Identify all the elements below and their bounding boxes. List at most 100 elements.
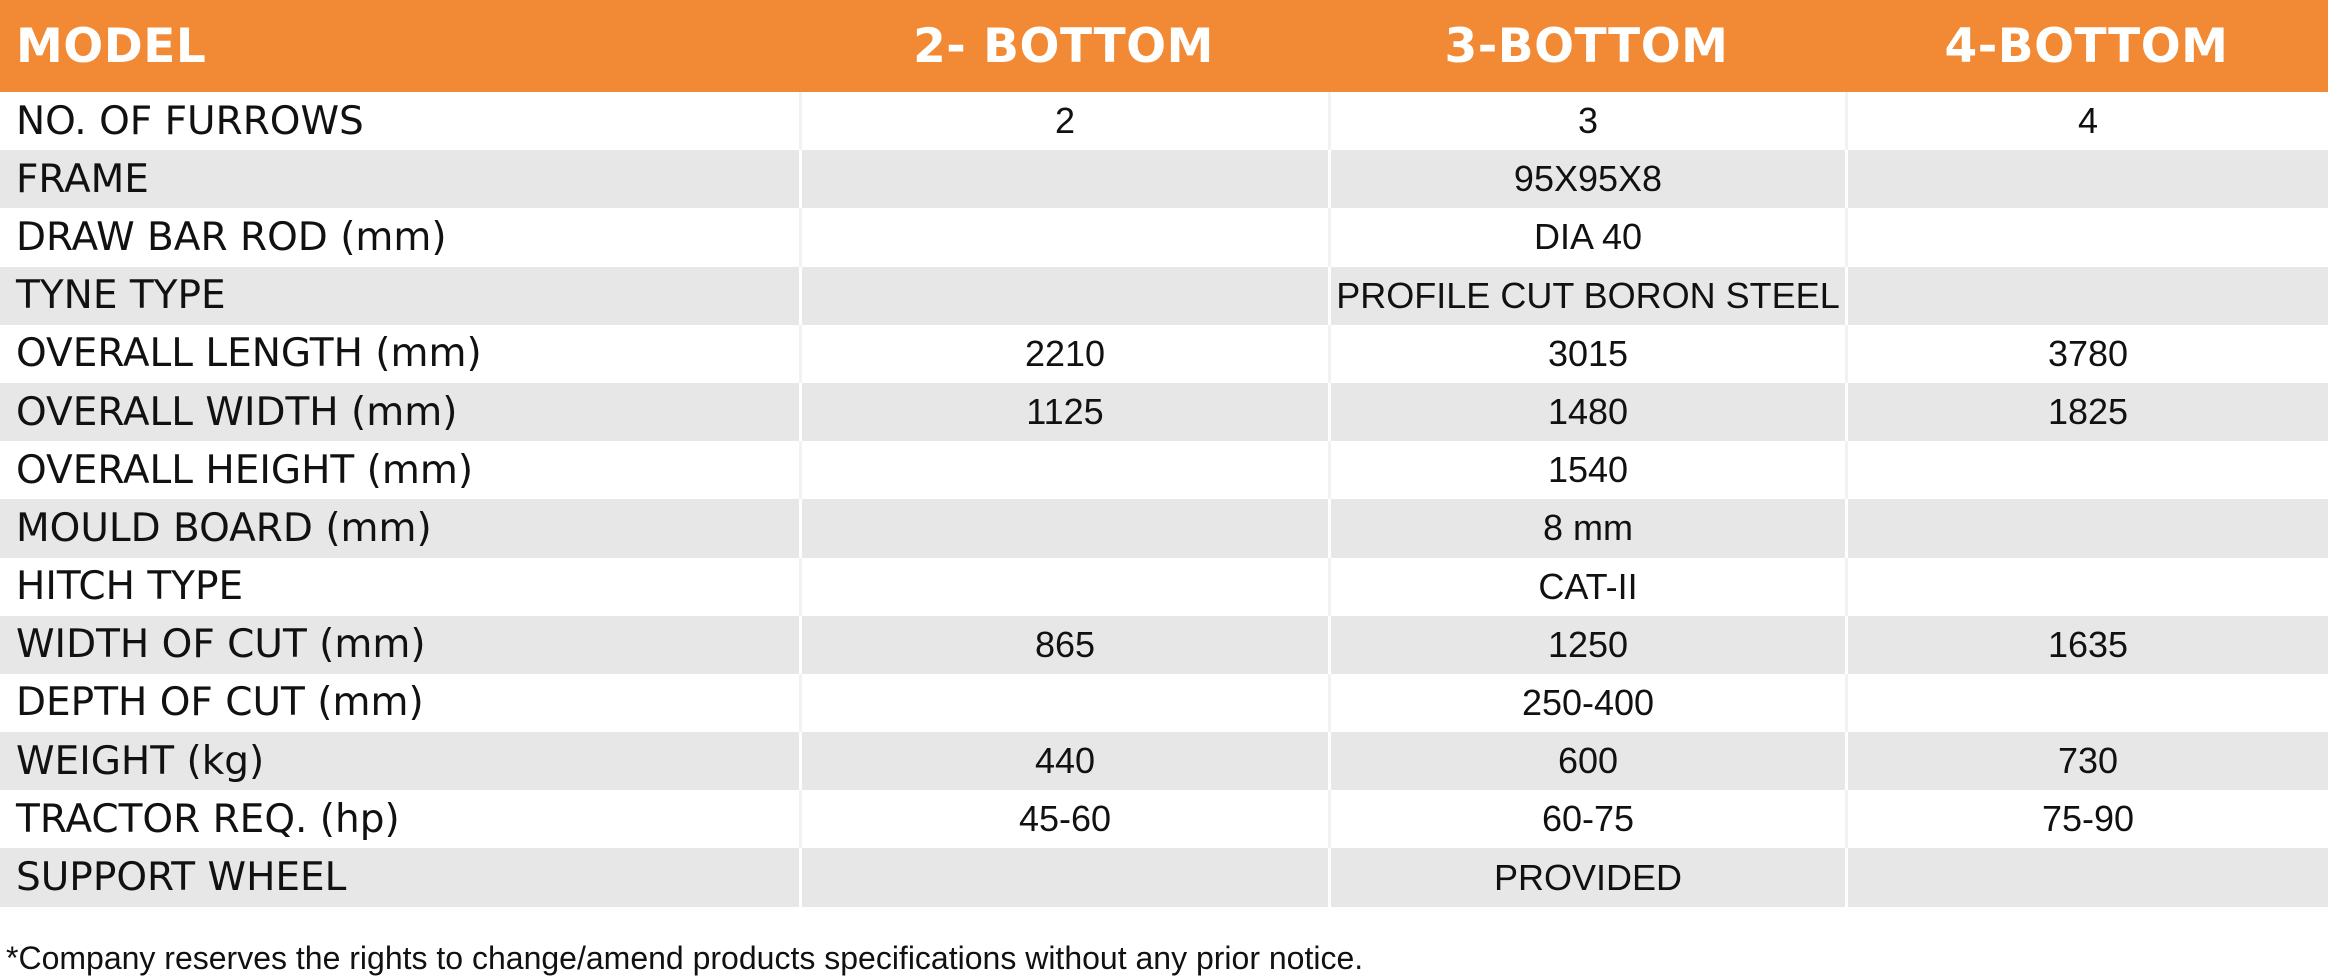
header-model-label: MODEL <box>16 18 207 74</box>
table-row: SUPPORT WHEEL PROVIDED <box>0 848 2328 907</box>
value-3-bottom: 600 <box>1557 740 1619 782</box>
row-label: MOULD BOARD (mm) <box>16 505 432 551</box>
value-4-bottom: 1825 <box>2047 391 2129 433</box>
header-3-bottom-label: 3-BOTTOM <box>1444 18 1729 74</box>
row-label-cell: WEIGHT (kg) <box>0 732 799 790</box>
table-row: DEPTH OF CUT (mm) 250-400 <box>0 673 2328 733</box>
value-cell-3-bottom: 60-75 <box>1328 790 1845 849</box>
row-label: OVERALL HEIGHT (mm) <box>16 447 474 493</box>
row-label: WIDTH OF CUT (mm) <box>16 622 426 668</box>
table-row: WEIGHT (kg) 440 600 730 <box>0 732 2328 791</box>
row-label: NO. OF FURROWS <box>16 98 364 144</box>
header-2-bottom-label: 2- BOTTOM <box>913 18 1214 74</box>
row-label-cell: WIDTH OF CUT (mm) <box>0 616 799 674</box>
value-2-bottom: 865 <box>1034 623 1096 665</box>
value-3-bottom: 3 <box>1577 100 1599 142</box>
header-model: MODEL <box>0 0 799 92</box>
value-4-bottom: 730 <box>2057 740 2119 782</box>
value-3-bottom: 1540 <box>1547 449 1629 491</box>
row-label: WEIGHT (kg) <box>16 738 265 784</box>
value-cell-2-bottom: 2 <box>799 92 1328 151</box>
value-cell-4-bottom <box>1845 441 2328 500</box>
value-2-bottom: 440 <box>1034 740 1096 782</box>
table-row: HITCH TYPE CAT-II <box>0 557 2328 616</box>
row-label-cell: FRAME <box>0 150 799 208</box>
table-row: OVERALL LENGTH (mm) 2210 3015 3780 <box>0 324 2328 383</box>
value-cell-2-bottom <box>799 266 1328 325</box>
row-label-cell: HITCH TYPE <box>0 558 799 616</box>
row-label-cell: SUPPORT WHEEL <box>0 848 799 906</box>
value-cell-2-bottom: 865 <box>799 615 1328 674</box>
value-cell-2-bottom: 45-60 <box>799 790 1328 849</box>
header-2-bottom: 2- BOTTOM <box>799 0 1328 92</box>
value-3-bottom: 1480 <box>1547 391 1629 433</box>
table-row: NO. OF FURROWS 2 3 4 <box>0 92 2328 151</box>
table-row: WIDTH OF CUT (mm) 865 1250 1635 <box>0 615 2328 674</box>
value-3-bottom: 3015 <box>1547 332 1629 374</box>
row-label: DEPTH OF CUT (mm) <box>16 680 424 726</box>
value-3-bottom: PROVIDED <box>1493 856 1683 898</box>
value-2-bottom: 1125 <box>1026 391 1104 433</box>
row-label: SUPPORT WHEEL <box>16 855 347 901</box>
value-2-bottom: 2210 <box>1024 332 1106 374</box>
value-3-bottom: 95X95X8 <box>1513 158 1663 200</box>
value-cell-4-bottom: 4 <box>1845 92 2328 151</box>
table-row: OVERALL WIDTH (mm) 1125 1480 1825 <box>0 382 2328 442</box>
value-4-bottom: 3780 <box>2047 332 2129 374</box>
row-label-cell: TYNE TYPE <box>0 267 799 325</box>
row-label-cell: OVERALL LENGTH (mm) <box>0 325 799 383</box>
table-row: OVERALL HEIGHT (mm) 1540 <box>0 441 2328 500</box>
table-row: DRAW BAR ROD (mm) DIA 40 <box>0 208 2328 267</box>
value-cell-3-bottom: 1540 <box>1328 441 1845 500</box>
value-4-bottom: 75-90 <box>2041 798 2135 840</box>
value-cell-3-bottom: 250-400 <box>1328 673 1845 733</box>
header-4-bottom-label: 4-BOTTOM <box>1944 18 2229 74</box>
value-cell-3-bottom: 3 <box>1328 92 1845 151</box>
value-cell-4-bottom <box>1845 557 2328 616</box>
table-row: TYNE TYPE PROFILE CUT BORON STEEL <box>0 266 2328 325</box>
value-4-bottom: 1635 <box>2047 623 2129 665</box>
value-4-bottom: 4 <box>2077 100 2099 142</box>
value-2-bottom: 45-60 <box>1018 798 1112 840</box>
value-3-bottom: PROFILE CUT BORON STEEL <box>1336 274 1840 316</box>
row-label-cell: OVERALL HEIGHT (mm) <box>0 441 799 499</box>
value-cell-4-bottom <box>1845 208 2328 267</box>
value-cell-3-bottom: 95X95X8 <box>1328 150 1845 209</box>
value-3-bottom: DIA 40 <box>1533 216 1643 258</box>
row-label: FRAME <box>16 156 149 202</box>
value-cell-3-bottom: 8 mm <box>1328 499 1845 558</box>
value-3-bottom: CAT-II <box>1538 565 1638 607</box>
row-label: OVERALL LENGTH (mm) <box>16 331 482 377</box>
value-cell-3-bottom: 1250 <box>1328 615 1845 674</box>
value-cell-4-bottom: 75-90 <box>1845 790 2328 849</box>
value-cell-4-bottom: 1825 <box>1845 382 2328 442</box>
table-row: TRACTOR REQ. (hp) 45-60 60-75 75-90 <box>0 790 2328 849</box>
value-cell-3-bottom: 1480 <box>1328 382 1845 442</box>
footnote-disclaimer: *Company reserves the rights to change/a… <box>6 940 1364 976</box>
row-label: TYNE TYPE <box>16 273 226 319</box>
table-row: FRAME 95X95X8 <box>0 150 2328 209</box>
value-cell-3-bottom: 600 <box>1328 732 1845 791</box>
value-3-bottom: 250-400 <box>1521 681 1655 723</box>
row-label-cell: TRACTOR REQ. (hp) <box>0 790 799 848</box>
value-cell-2-bottom <box>799 441 1328 500</box>
row-label-cell: DRAW BAR ROD (mm) <box>0 208 799 266</box>
specifications-table: MODEL 2- BOTTOM 3-BOTTOM 4-BOTTOM NO. OF… <box>0 0 2328 907</box>
value-cell-2-bottom <box>799 208 1328 267</box>
value-3-bottom: 60-75 <box>1541 798 1635 840</box>
value-cell-2-bottom <box>799 557 1328 616</box>
value-cell-4-bottom <box>1845 499 2328 558</box>
value-cell-4-bottom <box>1845 150 2328 209</box>
row-label-cell: MOULD BOARD (mm) <box>0 499 799 557</box>
value-cell-4-bottom: 1635 <box>1845 615 2328 674</box>
row-label: HITCH TYPE <box>16 564 244 610</box>
value-cell-4-bottom <box>1845 673 2328 733</box>
value-cell-2-bottom <box>799 499 1328 558</box>
value-cell-4-bottom: 3780 <box>1845 324 2328 383</box>
row-label: OVERALL WIDTH (mm) <box>16 389 458 435</box>
value-cell-4-bottom: 730 <box>1845 732 2328 791</box>
value-cell-4-bottom <box>1845 266 2328 325</box>
row-label-cell: OVERALL WIDTH (mm) <box>0 383 799 441</box>
row-label-cell: NO. OF FURROWS <box>0 92 799 150</box>
value-cell-2-bottom: 1125 <box>799 382 1328 442</box>
